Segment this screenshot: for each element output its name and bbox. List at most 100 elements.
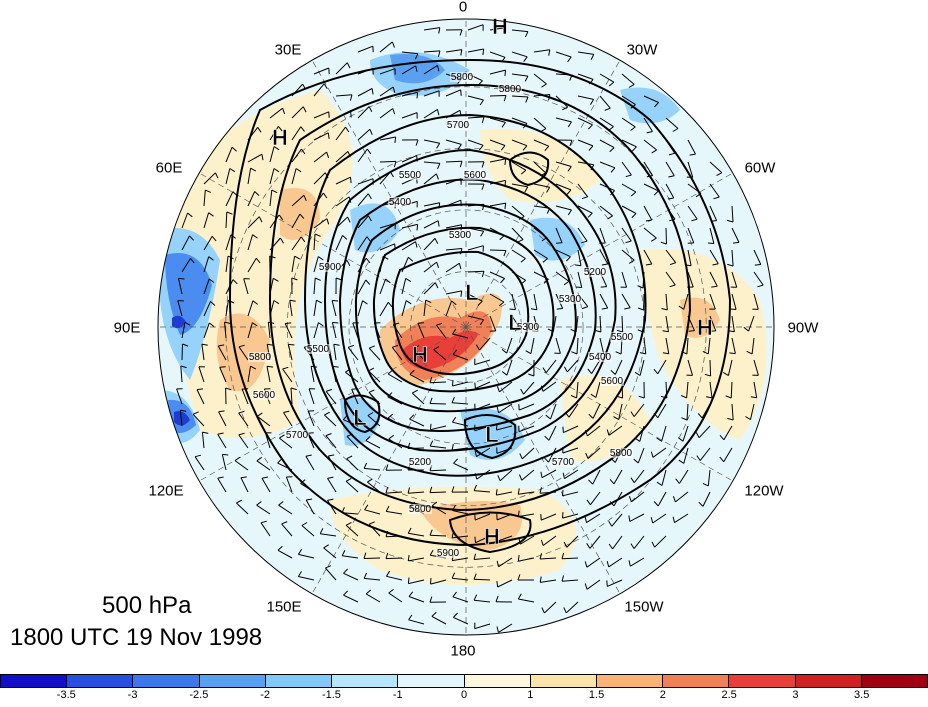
contour-label: 5700	[286, 430, 309, 441]
contour-label: 5600	[601, 376, 624, 387]
contour-label: 5800	[451, 72, 474, 83]
wind-barb-flag	[689, 331, 695, 332]
lon-label-180: 180	[450, 643, 475, 660]
contour-label: 5200	[584, 267, 607, 278]
contour-label: 5900	[319, 262, 342, 273]
colorbar-tick-label: -3	[128, 689, 138, 701]
wind-barb-flag	[708, 243, 714, 244]
contour-label: 5600	[464, 170, 487, 181]
figure-title: 500 hPa	[102, 592, 191, 620]
lon-label-0: 0	[459, 0, 467, 16]
wind-barb-flag	[453, 380, 454, 386]
wind-barb-flag	[461, 90, 462, 96]
wind-barb-flag	[395, 244, 396, 250]
contour-label: 5300	[559, 294, 582, 305]
lon-label-30e: 30E	[275, 42, 302, 59]
wind-barb-flag	[351, 112, 352, 118]
wind-barb-flag	[430, 424, 431, 430]
contour-label: 5800	[499, 84, 522, 95]
lon-label-150e: 150E	[266, 599, 301, 616]
colorbar-cell	[728, 674, 795, 688]
lon-label-90e: 90E	[114, 320, 141, 337]
colorbar	[0, 674, 928, 688]
wind-barb-flag	[729, 353, 735, 354]
wind-barb-flag	[351, 177, 352, 183]
colorbar-cell	[66, 674, 133, 688]
contour-label: 5600	[253, 390, 276, 401]
colorbar-tick-label: 1	[527, 689, 533, 701]
colorbar-tick-label: -3.5	[57, 689, 76, 701]
wind-barb-staff	[622, 316, 623, 332]
wind-barb-flag	[332, 322, 338, 323]
contour-label: 5900	[437, 548, 460, 559]
wind-barb-staff	[430, 470, 446, 471]
contour-label: 5300	[449, 230, 472, 241]
lon-label-120w: 120W	[744, 483, 783, 500]
low-2: L	[508, 310, 521, 335]
wind-barb-staff	[364, 558, 380, 559]
colorbar-cell	[795, 674, 862, 688]
contour-label: 5400	[389, 197, 412, 208]
colorbar-tick-label: 3.5	[854, 689, 869, 701]
wind-barb-flag	[557, 309, 563, 310]
wind-barb-flag	[563, 490, 564, 496]
colorbar-cell	[464, 674, 531, 688]
wind-barb-staff	[386, 558, 402, 559]
lon-label-90w: 90W	[788, 320, 819, 337]
wind-barb-flag	[601, 287, 607, 288]
wind-barb-flag	[285, 323, 291, 324]
wind-barb-staff	[408, 448, 424, 449]
figure-subtitle: 1800 UTC 19 Nov 1998	[10, 624, 262, 652]
lon-label-60w: 60W	[745, 160, 776, 177]
wind-barb-flag	[417, 224, 418, 230]
wind-barb-flag	[475, 537, 476, 543]
colorbar-cell	[265, 674, 332, 688]
wind-barb-flag	[607, 580, 608, 586]
lon-label-150w: 150W	[624, 599, 663, 616]
wind-barb-flag	[733, 242, 739, 243]
wind-barb-flag	[730, 309, 736, 310]
colorbar-cell	[132, 674, 199, 688]
wind-barb-flag	[417, 92, 418, 98]
contour-label: 5200	[409, 457, 432, 468]
colorbar-cell	[530, 674, 597, 688]
wind-barb-staff	[490, 96, 506, 97]
wind-barb-staff	[474, 579, 490, 580]
colorbar-cell	[199, 674, 266, 688]
contour-label: 5400	[589, 352, 612, 363]
wind-barb-flag	[475, 383, 476, 389]
wind-barb-staff	[562, 558, 578, 559]
wind-barb-staff	[710, 360, 711, 376]
wind-barb-flag	[576, 287, 582, 288]
high-4: H	[412, 342, 428, 367]
wind-barb-flag	[505, 180, 506, 186]
high-1: H	[492, 14, 508, 39]
wind-barb-flag	[431, 578, 432, 584]
colorbar-tick-label: 2.5	[721, 689, 736, 701]
contour-label: 5700	[447, 120, 470, 131]
wind-barb-flag	[417, 156, 418, 162]
colorbar-cell	[662, 674, 729, 688]
contour-label: 5500	[399, 170, 422, 181]
colorbar-cell	[397, 674, 464, 688]
wind-barb-flag	[505, 70, 506, 76]
wind-barb-staff	[182, 344, 183, 360]
wind-barb-flag	[563, 512, 564, 518]
colorbar-tick-label: 3	[792, 689, 798, 701]
wind-barb-flag	[222, 454, 228, 455]
contour-label: 5500	[307, 344, 330, 355]
wind-barb-flag	[220, 367, 226, 368]
colorbar-tick-label: -2.5	[189, 689, 208, 701]
wind-barb-flag	[497, 581, 498, 587]
high-2: H	[272, 125, 288, 150]
wind-barb-staff	[490, 250, 506, 251]
colorbar-cell	[861, 674, 928, 688]
lon-label-120e: 120E	[148, 483, 183, 500]
colorbar-cell	[596, 674, 663, 688]
wind-barb-flag	[755, 265, 761, 266]
wind-barb-flag	[332, 301, 338, 302]
wind-barb-flag	[333, 366, 339, 367]
wind-barb-flag	[563, 427, 564, 433]
lon-label-60e: 60E	[156, 160, 183, 177]
